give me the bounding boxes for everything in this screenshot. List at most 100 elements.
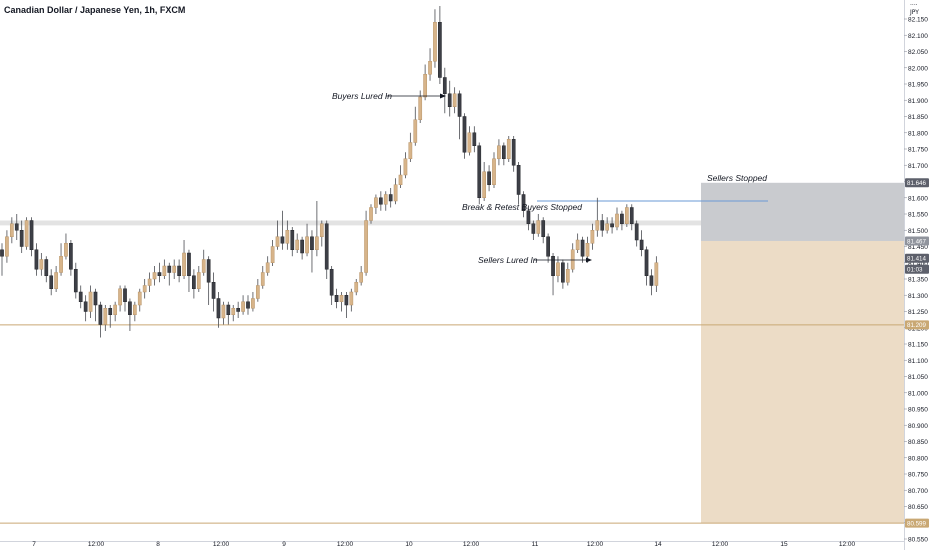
candle <box>610 217 614 234</box>
time-axis[interactable]: 7 12:00 8 12:00 9 12:00 10 12:00 11 12:00 14 12:00 1… <box>0 541 904 548</box>
candle-body <box>113 304 118 315</box>
price-badge: 80.599 <box>905 518 929 528</box>
candle-body <box>201 259 206 273</box>
candle <box>506 136 511 162</box>
candle-body <box>182 252 186 276</box>
candle-body <box>241 301 245 312</box>
candle-body <box>49 275 54 289</box>
candle <box>78 285 83 309</box>
candle <box>192 269 196 299</box>
candle-body <box>521 194 526 211</box>
candle <box>398 165 403 188</box>
candle <box>142 279 147 299</box>
candle-body <box>14 223 19 231</box>
candle <box>49 269 54 296</box>
price-badge-box <box>905 178 929 188</box>
candle <box>98 301 103 338</box>
candle <box>216 292 221 328</box>
candle-body <box>620 213 624 224</box>
candle <box>88 285 93 318</box>
price-tick-label: 81.900 <box>908 98 928 105</box>
stop-loss-zone <box>701 182 904 241</box>
candle-body <box>433 22 437 62</box>
candle-body <box>629 207 634 224</box>
candle <box>118 285 122 312</box>
candle <box>295 233 300 253</box>
currency-code: JPY <box>910 9 919 16</box>
candle <box>162 259 167 279</box>
candle-body <box>497 145 501 159</box>
zones-layer <box>0 182 904 524</box>
candle <box>413 106 418 146</box>
candle-body <box>162 265 167 276</box>
candle-body <box>477 145 482 198</box>
candle-body <box>206 259 211 283</box>
candle-body <box>177 265 181 276</box>
candle <box>620 210 624 231</box>
candle <box>472 126 477 153</box>
candle <box>260 266 265 289</box>
candle-body <box>54 272 58 289</box>
candle <box>467 126 472 156</box>
candle-body <box>561 262 565 283</box>
candle <box>73 262 78 299</box>
candle <box>246 295 250 315</box>
candle <box>634 220 639 247</box>
price-tick-label: 80.950 <box>908 407 928 414</box>
price-tick-label: 80.550 <box>908 537 928 544</box>
candle-body <box>226 304 231 315</box>
candle-body <box>44 259 49 276</box>
candle-body <box>482 171 487 198</box>
candle-body <box>221 304 226 319</box>
candle <box>403 152 408 179</box>
price-tick-label: 82.000 <box>908 65 928 72</box>
candle-body <box>511 139 516 166</box>
candle-body <box>595 220 600 231</box>
candle-body <box>251 298 255 309</box>
candle <box>408 132 413 162</box>
price-tick-label: 80.900 <box>908 423 928 430</box>
candle-body <box>187 252 191 276</box>
price-axis[interactable]: 82.150 82.100 82.050 82.000 81.950 81.900 81.8… <box>904 0 928 550</box>
candle-body <box>413 119 418 143</box>
candle <box>492 152 496 188</box>
candle <box>546 233 550 263</box>
sellers-arrowhead-icon <box>586 257 592 263</box>
candle-body <box>39 259 44 270</box>
candle-body <box>403 158 408 176</box>
candle <box>639 230 644 257</box>
candle-body <box>34 249 39 270</box>
time-tick-label: 12:00 <box>337 541 354 548</box>
candle <box>29 217 34 257</box>
candle <box>536 214 541 237</box>
price-tick-label: 81.250 <box>908 309 928 316</box>
candle <box>0 243 4 276</box>
candle-body <box>378 197 383 205</box>
candle <box>59 243 63 276</box>
candle-body <box>216 298 221 319</box>
candle <box>231 305 236 322</box>
candle <box>324 220 329 279</box>
candle-body <box>423 74 427 98</box>
candle-body <box>649 275 654 286</box>
candle <box>108 305 113 328</box>
candle <box>438 6 442 84</box>
time-tick-label: 15 <box>780 541 788 548</box>
candle <box>14 214 19 240</box>
candle <box>206 256 211 305</box>
candle <box>290 227 295 257</box>
candle <box>157 262 162 283</box>
price-tick-label: 81.700 <box>908 163 928 170</box>
price-badge-box <box>905 264 929 274</box>
candle-body <box>442 77 447 94</box>
candle-body <box>369 207 373 221</box>
candle <box>629 204 634 231</box>
candle-body <box>546 236 550 257</box>
candle-body <box>487 171 491 185</box>
candle-body <box>5 236 9 257</box>
candle-body <box>196 272 201 289</box>
symbol-title[interactable]: Canadian Dollar / Japanese Yen, 1h, FXCM <box>4 5 186 15</box>
candle <box>595 197 600 237</box>
candle-body <box>9 223 14 237</box>
